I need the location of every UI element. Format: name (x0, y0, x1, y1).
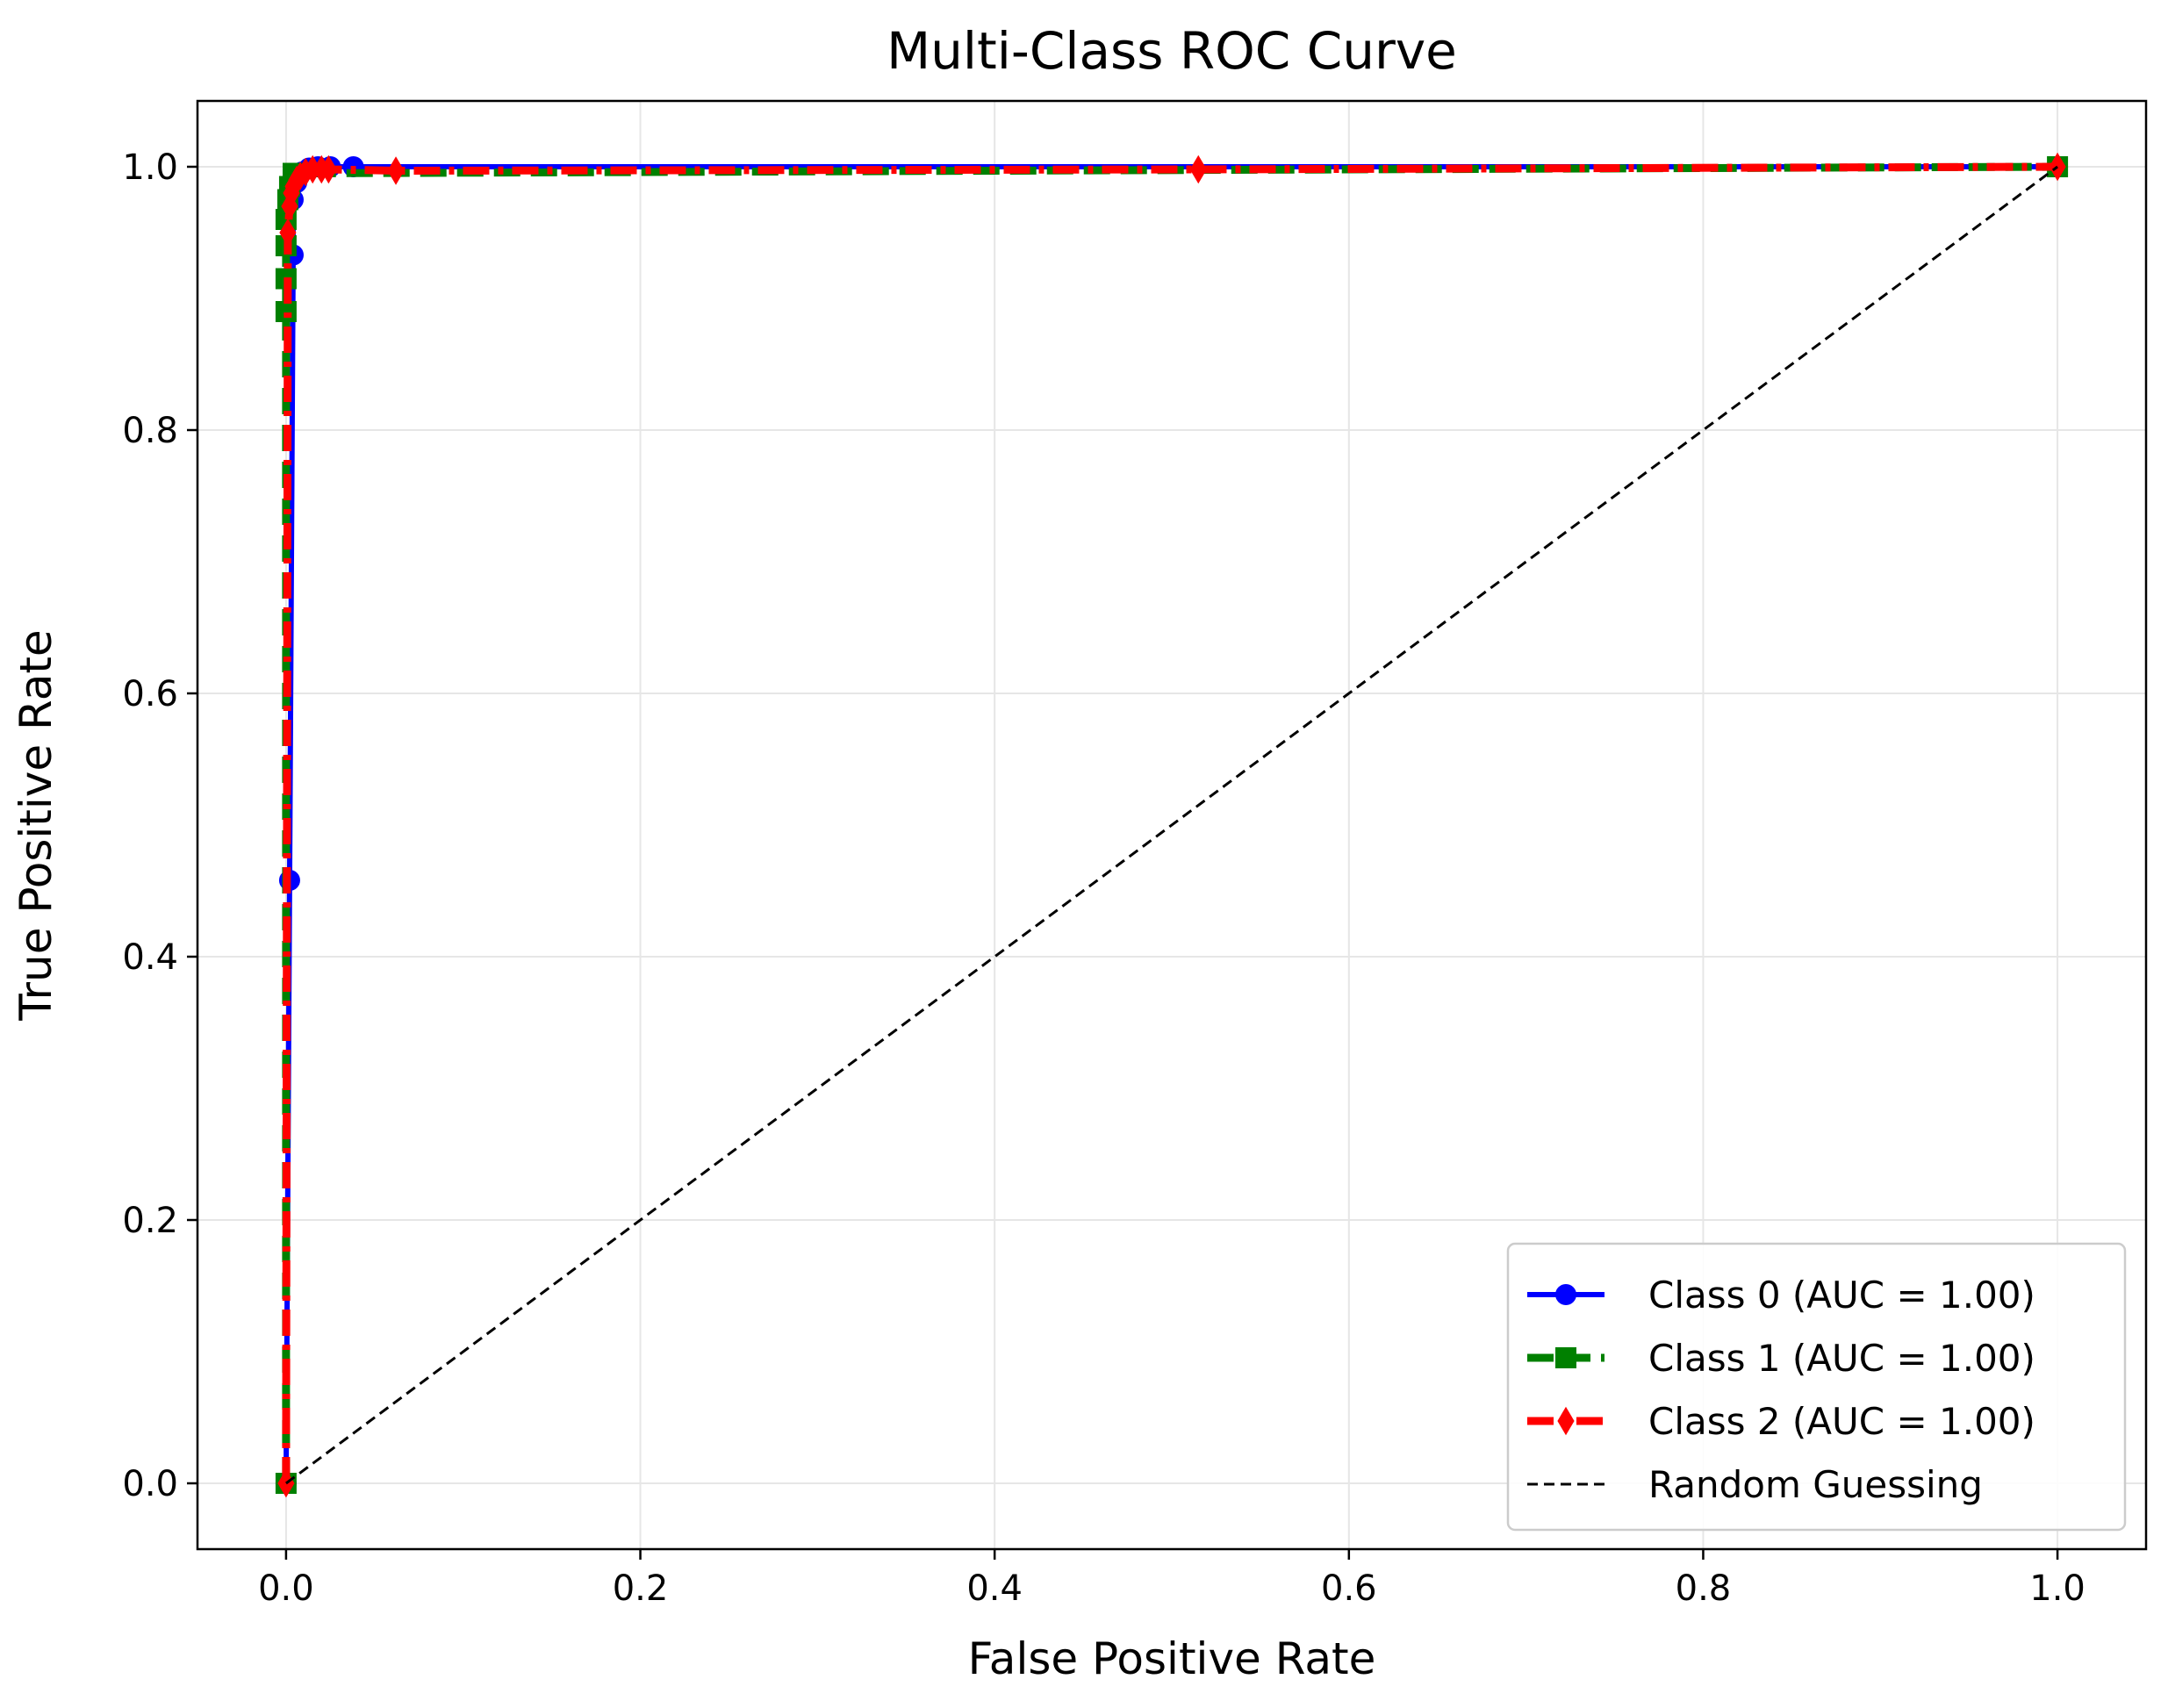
chart-title: Multi-Class ROC Curve (887, 21, 1457, 81)
series-layer (275, 152, 2069, 1498)
y-tick-label: 1.0 (122, 147, 178, 188)
axes-frame (196, 99, 2148, 1551)
x-tick-label: 0.2 (613, 1568, 669, 1609)
data-point (281, 191, 298, 221)
series-3 (285, 165, 2058, 1485)
series-line (285, 165, 2058, 1485)
x-tick-label: 1.0 (2029, 1568, 2085, 1609)
legend: Class 0 (AUC = 1.00) Class 1 (AUC = 1.00)… (1506, 1242, 2127, 1532)
x-tick-label: 0.8 (1676, 1568, 1732, 1609)
data-point (387, 156, 405, 185)
x-axis-label: False Positive Rate (968, 1633, 1376, 1684)
legend-marker-1 (1555, 1347, 1576, 1368)
grid (197, 101, 2146, 1549)
data-point (297, 157, 314, 187)
legend-label-2: Class 2 (AUC = 1.00) (1648, 1400, 2035, 1443)
y-tick-label: 0.0 (122, 1464, 178, 1504)
data-point (275, 301, 297, 322)
y-tick-label: 0.4 (122, 937, 178, 978)
y-tick-label: 0.8 (122, 411, 178, 451)
data-point (279, 218, 297, 248)
legend-marker-0 (1555, 1284, 1576, 1305)
ticks: 0.0 0.2 0.4 0.6 0.8 1.0 0.0 0.2 0.4 0.6 0.8 1.0 (122, 147, 2085, 1609)
legend-label-3: Random Guessing (1648, 1463, 1983, 1506)
y-axis-label: True Positive Rate (11, 629, 61, 1021)
x-tick-label: 0.4 (966, 1568, 1023, 1609)
data-point (319, 154, 337, 184)
legend-marker-2 (1557, 1406, 1575, 1436)
legend-label-0: Class 0 (AUC = 1.00) (1648, 1274, 2035, 1317)
x-tick-label: 0.6 (1321, 1568, 1377, 1609)
y-tick-label: 0.6 (122, 674, 178, 714)
data-point (1189, 154, 1207, 184)
legend-box (1506, 1242, 2127, 1532)
legend-label-1: Class 1 (AUC = 1.00) (1648, 1337, 2035, 1380)
y-tick-label: 0.2 (122, 1201, 178, 1241)
series-2 (277, 152, 2066, 1498)
x-tick-label: 0.0 (258, 1568, 314, 1609)
data-point (304, 154, 321, 184)
